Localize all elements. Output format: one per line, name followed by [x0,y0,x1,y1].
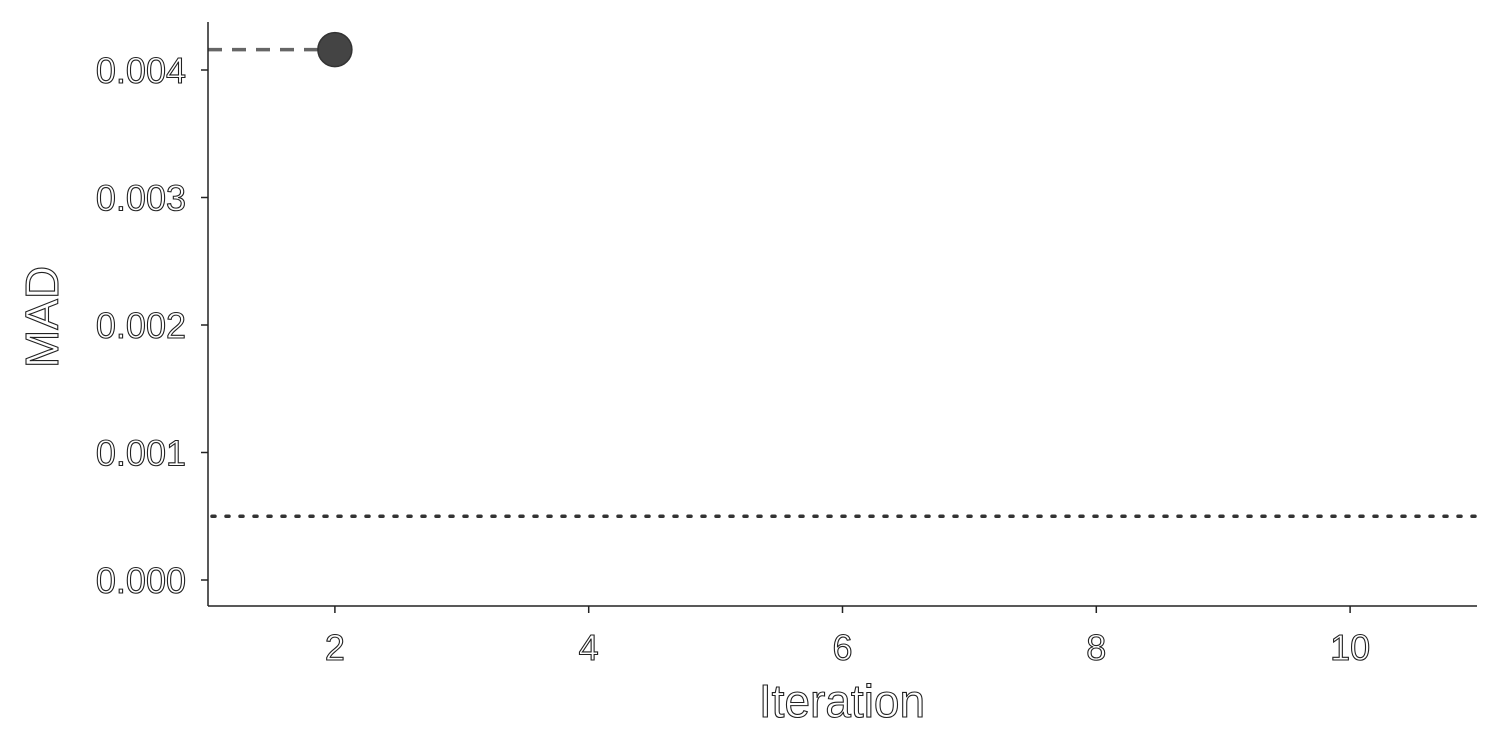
x-tick-label: 8 [1086,627,1106,668]
y-tick-label: 0.003 [96,178,186,219]
y-axis-title: MAD [16,266,68,368]
y-tick-label: 0.001 [96,433,186,474]
axes: 0.000 0.001 0.002 0.003 0.004 2 4 6 8 10 [95,22,1477,669]
y-tick-label: 0.002 [96,305,186,346]
x-tick-label: 6 [832,627,852,668]
x-tick-label: 4 [579,627,599,668]
plot-area [208,31,1479,518]
y-tick-label: 0.000 [96,560,186,601]
x-tick-label: 10 [1330,627,1370,668]
y-tick-label: 0.004 [96,50,186,91]
x-tick-label: 2 [325,627,345,668]
data-point [317,31,353,68]
x-axis-title: Iteration [759,675,925,727]
